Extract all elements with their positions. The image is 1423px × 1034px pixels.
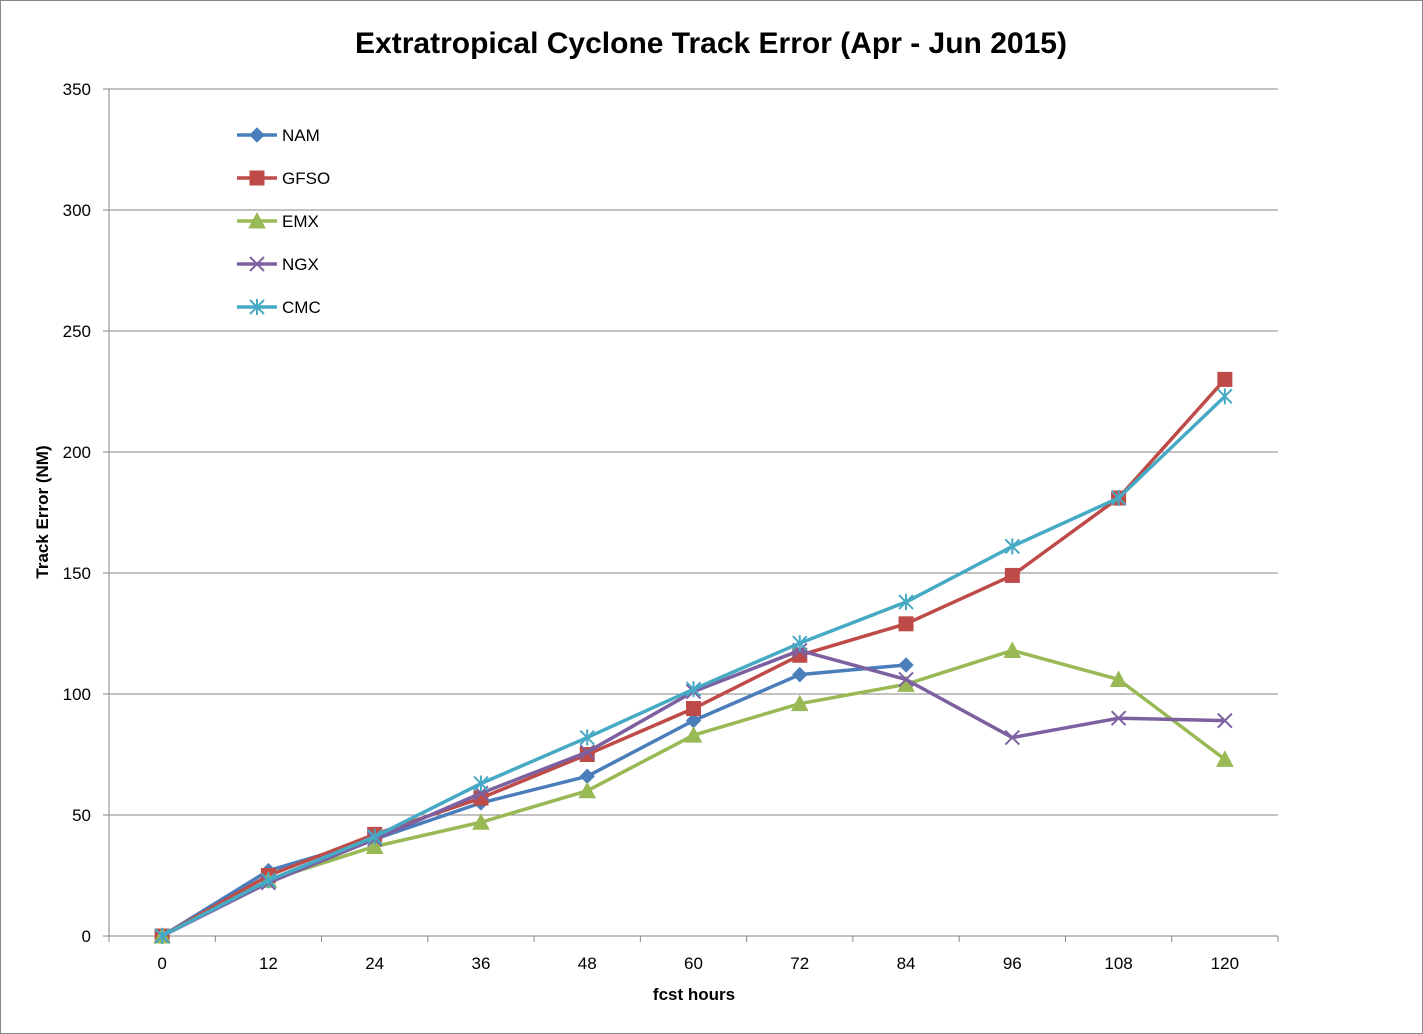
data-point-gfso [686, 701, 701, 717]
legend-label-emx: EMX [282, 212, 319, 231]
legend-label-cmc: CMC [282, 298, 321, 317]
y-tick-label: 300 [63, 201, 91, 220]
data-point-emx [1003, 641, 1022, 658]
legend-item-emx: EMX [237, 211, 319, 231]
y-tick-label: 100 [63, 685, 91, 704]
legend-item-gfso: GFSO [237, 169, 330, 188]
data-point-emx [365, 837, 384, 854]
legend-marker-gfso [249, 170, 265, 186]
data-point-nam [898, 657, 914, 673]
x-tick-label: 108 [1104, 954, 1132, 973]
legend-marker-emx [248, 211, 266, 229]
data-point-cmc [685, 681, 702, 698]
data-point-cmc [792, 635, 808, 652]
data-point-nam [579, 768, 595, 784]
data-point-cmc [1004, 538, 1021, 555]
x-tick-label: 84 [897, 954, 916, 973]
y-tick-label: 150 [63, 564, 91, 583]
data-point-gfso [1217, 371, 1233, 387]
x-tick-label: 36 [471, 954, 490, 973]
legend-marker-cmc [249, 299, 265, 315]
data-point-cmc [260, 872, 277, 889]
x-axis-label: fcst hours [653, 985, 735, 1004]
data-point-cmc [898, 594, 914, 611]
data-point-emx [578, 781, 597, 799]
series-line-gfso [161, 378, 1227, 938]
data-point-cmc [154, 928, 170, 944]
x-tick-label: 96 [1003, 954, 1022, 973]
data-point-cmc [1110, 489, 1127, 506]
series-line-nam [161, 663, 907, 938]
legend: NAM GFSO EMX NGX CMC [237, 126, 330, 317]
data-point-emx [472, 813, 490, 830]
y-tick-labels: 0 50 100 150 200 250 300 350 [63, 80, 91, 946]
data-point-nam [792, 666, 808, 683]
gridlines [109, 88, 1278, 816]
y-tick-label: 350 [63, 80, 91, 99]
legend-label-gfso: GFSO [282, 169, 330, 188]
data-point-ngx [1217, 712, 1233, 729]
data-point-emx [1216, 750, 1234, 767]
legend-item-cmc: CMC [237, 298, 321, 317]
x-tick-label: 12 [259, 954, 278, 973]
legend-item-ngx: NGX [237, 255, 319, 274]
data-point-emx [684, 726, 703, 743]
chart-title: Extratropical Cyclone Track Error (Apr -… [355, 27, 1067, 60]
data-point-emx [790, 694, 809, 712]
x-tick-label: 60 [684, 954, 703, 973]
data-point-cmc [579, 729, 595, 746]
x-tick-label: 120 [1211, 954, 1239, 973]
data-point-gfso [1004, 567, 1020, 583]
data-point-emx [1109, 670, 1128, 687]
y-tick-label: 0 [82, 927, 91, 946]
y-tick-label: 200 [63, 443, 91, 462]
legend-label-ngx: NGX [282, 255, 319, 274]
y-tick-label: 50 [72, 806, 91, 825]
data-point-ngx [1110, 710, 1127, 726]
x-tick-label: 24 [365, 954, 384, 973]
data-point-ngx [579, 744, 595, 760]
data-point-ngx [1004, 729, 1021, 746]
data-point-ngx [898, 671, 914, 688]
axes [103, 88, 1279, 942]
data-point-gfso [898, 616, 914, 632]
x-tick-labels: 0 12 24 36 48 60 72 84 96 108 120 [157, 954, 1239, 973]
data-point-cmc [1217, 388, 1233, 405]
data-point-cmc [473, 775, 489, 792]
legend-marker-ngx [249, 256, 265, 272]
y-tick-label: 250 [63, 322, 91, 341]
x-tick-label: 0 [157, 954, 166, 973]
x-tick-label: 72 [790, 954, 809, 973]
legend-label-nam: NAM [282, 126, 320, 145]
y-axis-label: Track Error (NM) [33, 445, 52, 578]
legend-marker-nam [249, 127, 265, 143]
x-tick-label: 48 [578, 954, 597, 973]
legend-item-nam: NAM [237, 126, 320, 145]
data-point-cmc [366, 828, 383, 845]
series-group [153, 371, 1234, 944]
